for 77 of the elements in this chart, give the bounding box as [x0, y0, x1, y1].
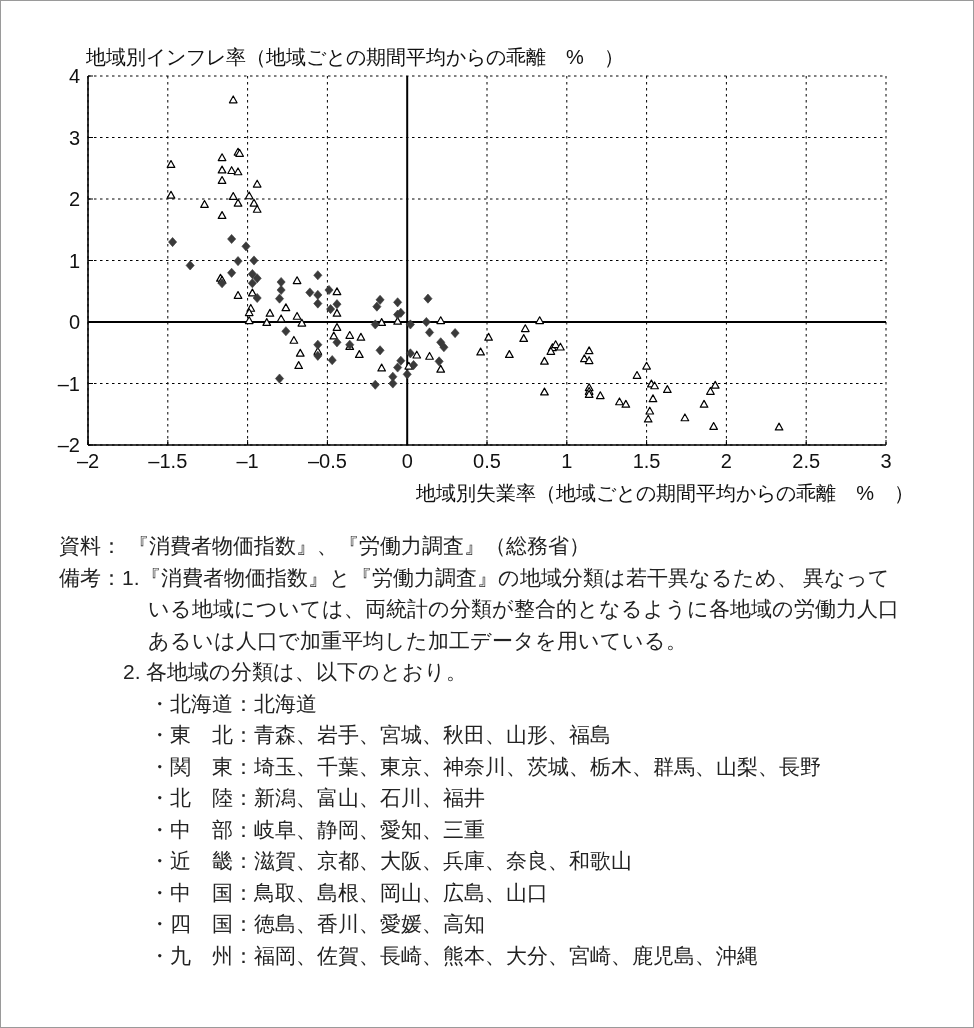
point — [252, 273, 262, 284]
text: ・北海道：北海道 — [149, 690, 318, 717]
point — [276, 285, 286, 295]
point — [370, 379, 380, 390]
y-tick-label: 0 — [68, 311, 80, 333]
y-tick-label: –1 — [57, 372, 80, 395]
point — [185, 260, 195, 271]
point — [249, 255, 259, 266]
point — [405, 319, 415, 330]
point — [402, 369, 412, 380]
point — [393, 362, 403, 373]
text: ・関 東：埼玉、千葉、東京、神奈川、茨城、栃木、群馬、山梨、長野 — [149, 753, 822, 780]
point — [434, 356, 444, 367]
point — [396, 355, 406, 366]
text: ・北 陸：新潟、富山、石川、福井 — [149, 785, 486, 811]
point — [276, 277, 286, 287]
point — [275, 293, 284, 304]
y-tick-label: –2 — [57, 434, 80, 456]
point — [281, 326, 291, 337]
text: ・四 国：徳島、香川、愛媛、高知 — [149, 911, 486, 937]
point — [332, 337, 342, 348]
x-tick-label: 3 — [880, 450, 892, 472]
point — [450, 328, 460, 338]
point — [409, 360, 418, 370]
x-tick-label: 1.5 — [632, 450, 661, 472]
point — [247, 269, 257, 279]
x-tick-label: 2.5 — [792, 450, 821, 472]
x-tick-label: –0.5 — [307, 450, 347, 472]
point — [332, 299, 342, 310]
text: ・近 畿：滋賀、京都、大阪、兵庫、奈良、和歌山 — [149, 848, 633, 874]
text: ・東 北：青森、岩手、宮城、秋田、山形、福島 — [149, 722, 612, 748]
point — [247, 278, 257, 289]
x-tick-label: –1 — [236, 450, 259, 472]
point — [313, 290, 323, 300]
point — [370, 319, 380, 330]
point — [405, 348, 415, 359]
point — [252, 293, 262, 303]
x-tick-label: –1.5 — [148, 450, 188, 472]
y-tick-label: 2 — [68, 188, 80, 210]
point — [372, 301, 382, 312]
point — [375, 294, 385, 305]
point — [324, 285, 334, 295]
x-tick-label: 2 — [720, 450, 732, 472]
text: 資料： 『消費者物価指数』、『労働力調査』（総務省） — [59, 533, 591, 559]
point — [313, 270, 323, 281]
point — [375, 345, 385, 356]
text: ・中 国：鳥取、島根、岡山、広島、山口 — [149, 879, 549, 906]
point — [439, 342, 449, 353]
point — [313, 350, 323, 361]
point — [233, 256, 243, 267]
point — [168, 237, 177, 247]
point — [423, 293, 433, 304]
y-tick-label: 4 — [68, 65, 80, 87]
text: 備考：1.『消費者物価指数』と『労働力調査』の地域分類は若干異なるため、 異なっている地域については、両統計の分類が整合的となるように各地域の労働力人口あるいは人口で加重平均した加工データを用いている。 — [59, 564, 900, 654]
text: ・中 部：岐阜、静岡、愛知、三重 — [149, 816, 486, 843]
point — [327, 355, 337, 366]
y-axis-title: 地域別インフレ率（地域ごとの期間平均からの乖離 % ） — [85, 46, 624, 68]
point — [227, 234, 237, 244]
x-tick-label: 0.5 — [473, 450, 501, 472]
text: 2. 各地域の分類は、以下のとおり。 — [123, 659, 469, 685]
point — [241, 241, 251, 252]
point — [326, 304, 335, 314]
point — [313, 339, 323, 350]
x-tick-label: 1 — [561, 450, 573, 472]
text: ・九 州：福岡、佐賀、長崎、熊本、大分、宮崎、鹿児島、沖縄 — [149, 942, 759, 969]
y-tick-label: 1 — [68, 249, 80, 272]
point — [275, 373, 284, 384]
point — [217, 278, 227, 289]
x-tick-label: 0 — [401, 450, 413, 472]
point — [313, 298, 323, 309]
point — [425, 327, 434, 338]
point — [421, 317, 431, 327]
point — [227, 267, 237, 278]
x-axis-title: 地域別失業率（地域ごとの期間平均からの乖離 % ） — [415, 482, 914, 504]
point — [393, 297, 403, 308]
y-tick-label: 3 — [68, 126, 80, 149]
point — [305, 287, 315, 298]
